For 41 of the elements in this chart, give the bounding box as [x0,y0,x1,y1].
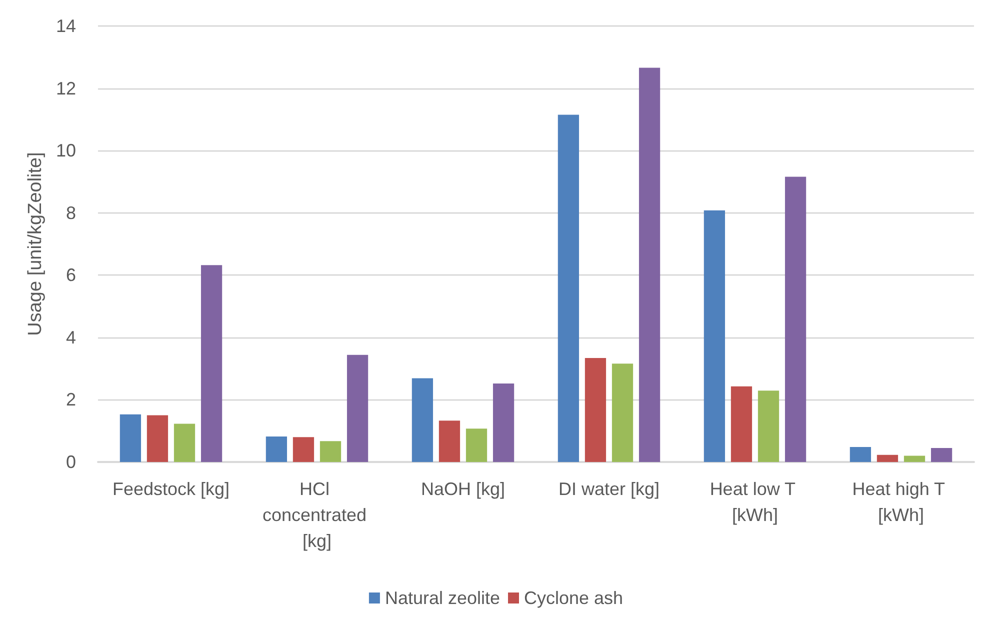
bar [120,414,142,462]
bar [346,354,368,462]
x-tick-label: Heat high T [kWh] [852,479,950,525]
bar [584,358,606,462]
x-tick-label: NaOH [kg] [420,479,506,499]
bar [558,114,580,462]
bar [612,364,634,462]
bar [320,441,342,462]
bar [412,378,434,462]
y-tick-label: 8 [66,202,76,223]
bar [704,210,726,462]
bar [850,447,872,462]
bar [930,448,952,462]
y-tick-label: 0 [66,452,76,472]
y-tick-label: 10 [56,140,76,161]
y-axis-title: Usage [unit/kgZeolite] [25,152,46,336]
x-tick-label: Heat low T [kWh] [710,479,800,525]
x-tick-label: Feedstock [kg] [112,479,230,499]
bar [492,384,514,462]
x-tick-label: HCl concentrated [kg] [262,479,372,551]
bar [266,436,288,462]
legend-label: Cyclone ash [524,588,624,608]
y-tick-label: 6 [66,265,76,286]
y-tick-label: 2 [66,390,76,410]
bar [876,454,898,462]
bar [758,390,780,462]
bar [200,265,222,462]
bar [904,456,926,462]
y-tick-label: 14 [56,16,76,36]
bar [466,428,488,462]
x-tick-label: DI water [kg] [558,479,660,499]
bar [292,437,314,462]
bar [174,424,196,462]
bar [438,420,460,462]
legend-label: Natural zeolite [384,588,500,608]
y-tick-label: 4 [66,327,76,348]
bar [146,415,168,462]
bar [730,386,752,462]
bar [638,68,660,462]
y-tick-label: 12 [56,78,76,98]
bar [784,176,806,462]
